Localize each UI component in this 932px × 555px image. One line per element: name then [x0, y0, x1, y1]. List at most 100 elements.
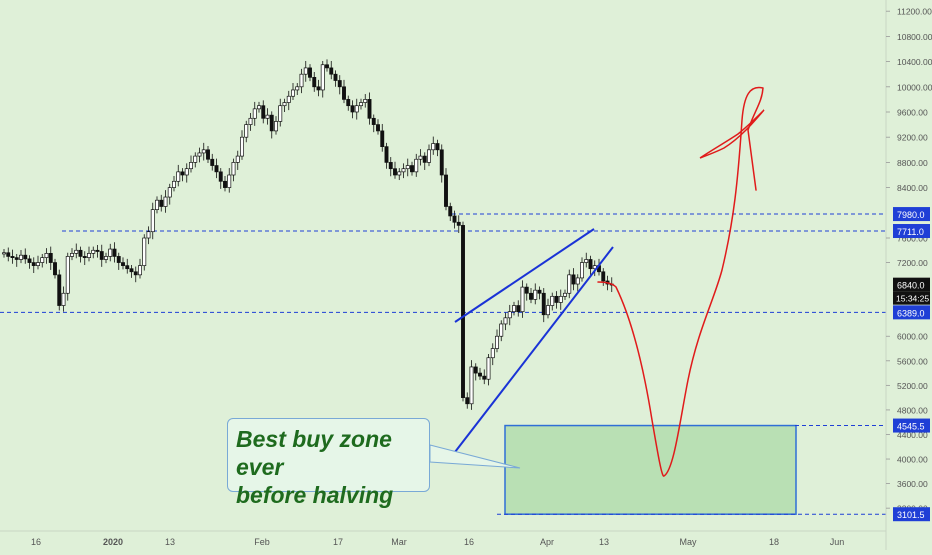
level-label-box — [893, 305, 930, 320]
candle-body — [265, 114, 270, 119]
candle-body — [337, 80, 342, 88]
candle-body — [465, 397, 470, 405]
candle-body — [354, 105, 359, 113]
candle-body — [6, 252, 11, 257]
time-tick-label: 13 — [599, 537, 609, 547]
candle-body — [456, 221, 461, 226]
candle-body — [316, 86, 321, 91]
price-tick-label: 7600.00 — [897, 234, 928, 244]
candle-body — [2, 252, 6, 255]
candle-body — [14, 257, 19, 260]
candle-body — [252, 108, 257, 119]
candle-body — [48, 253, 53, 263]
candle-body — [537, 289, 542, 294]
candle-body — [503, 317, 508, 325]
level-label-box — [893, 507, 930, 522]
candle-body — [163, 196, 168, 207]
candle-body — [167, 187, 172, 198]
candle-body — [125, 265, 130, 270]
candle-body — [91, 249, 96, 254]
level-label-box — [893, 277, 930, 292]
level-label-box — [893, 418, 930, 433]
candle-body — [248, 117, 253, 125]
price-tick-label: 8400.00 — [897, 183, 928, 193]
candle-body — [563, 292, 567, 297]
candle-body — [405, 165, 410, 170]
price-tick-label: 9200.00 — [897, 133, 928, 143]
candle-body — [516, 305, 521, 313]
price-tick-label: 8800.00 — [897, 158, 928, 168]
countdown-box — [893, 291, 930, 305]
level-label-text: 4545.5 — [897, 422, 925, 432]
candle-body — [261, 105, 266, 119]
price-tick-label: 5600.00 — [897, 356, 928, 366]
candle-body — [61, 292, 66, 306]
price-tick-label: 6000.00 — [897, 332, 928, 342]
candle-body — [524, 286, 529, 294]
price-tick-label: 4400.00 — [897, 430, 928, 440]
candle-body — [116, 256, 121, 263]
candle-body — [529, 292, 533, 300]
candle-body — [303, 67, 308, 75]
candle-body — [10, 256, 15, 258]
candle-body — [201, 149, 206, 154]
time-tick-label: 2020 — [103, 537, 123, 547]
candle-body — [27, 258, 32, 263]
time-tick-label: Mar — [391, 537, 407, 547]
candle-body — [512, 305, 516, 313]
candle-body — [244, 124, 249, 138]
candle-body — [57, 274, 62, 306]
price-tick-label: 9600.00 — [897, 108, 928, 118]
candle-body — [473, 366, 478, 374]
projection-loop — [699, 109, 765, 159]
price-tick-label: 10400.00 — [897, 57, 932, 67]
candle-body — [197, 152, 202, 157]
candle-body — [129, 268, 134, 273]
candle-body — [580, 262, 584, 279]
time-tick-label: 13 — [165, 537, 175, 547]
candle-body — [401, 168, 406, 173]
annotation-line-1: Best buy zone ever — [236, 426, 392, 480]
candle-body — [333, 73, 338, 81]
candle-body — [414, 158, 419, 173]
annotation-line-2: before halving — [236, 482, 394, 508]
candle-body — [490, 348, 495, 359]
candle-body — [325, 64, 329, 69]
candle-body — [550, 295, 555, 306]
candle-body — [78, 249, 83, 257]
candle-body — [469, 366, 474, 405]
candle-body — [155, 199, 159, 210]
candle-body — [299, 73, 304, 88]
candle-body — [533, 289, 538, 300]
candle-body — [558, 295, 563, 303]
level-label-text: 7980.0 — [897, 210, 925, 220]
callout-pointer — [429, 444, 521, 469]
candle-body — [235, 155, 240, 163]
annotation-callout: Best buy zone ever before halving — [227, 418, 430, 508]
candle-body — [206, 149, 210, 160]
candle-body — [150, 209, 155, 233]
candle-body — [554, 295, 559, 303]
candle-body — [448, 206, 453, 217]
candle-body — [588, 259, 593, 270]
candle-body — [286, 95, 291, 103]
candle-body — [397, 171, 402, 176]
time-tick-label: Apr — [540, 537, 554, 547]
time-tick-label: 16 — [31, 537, 41, 547]
candle-body — [320, 64, 325, 91]
candle-body — [40, 257, 45, 263]
candle-body — [218, 171, 223, 182]
wedge-upper-line — [454, 228, 595, 323]
candle-body — [520, 286, 525, 313]
candle-body — [439, 149, 444, 176]
candle-body — [380, 130, 385, 147]
price-tick-label: 11200.00 — [897, 7, 932, 17]
candle-body — [422, 155, 427, 163]
candle-body — [431, 143, 436, 151]
candle-body — [371, 117, 376, 125]
price-tick-label: 3600.00 — [897, 479, 928, 489]
time-tick-label: May — [679, 537, 697, 547]
candle-body — [74, 249, 79, 254]
